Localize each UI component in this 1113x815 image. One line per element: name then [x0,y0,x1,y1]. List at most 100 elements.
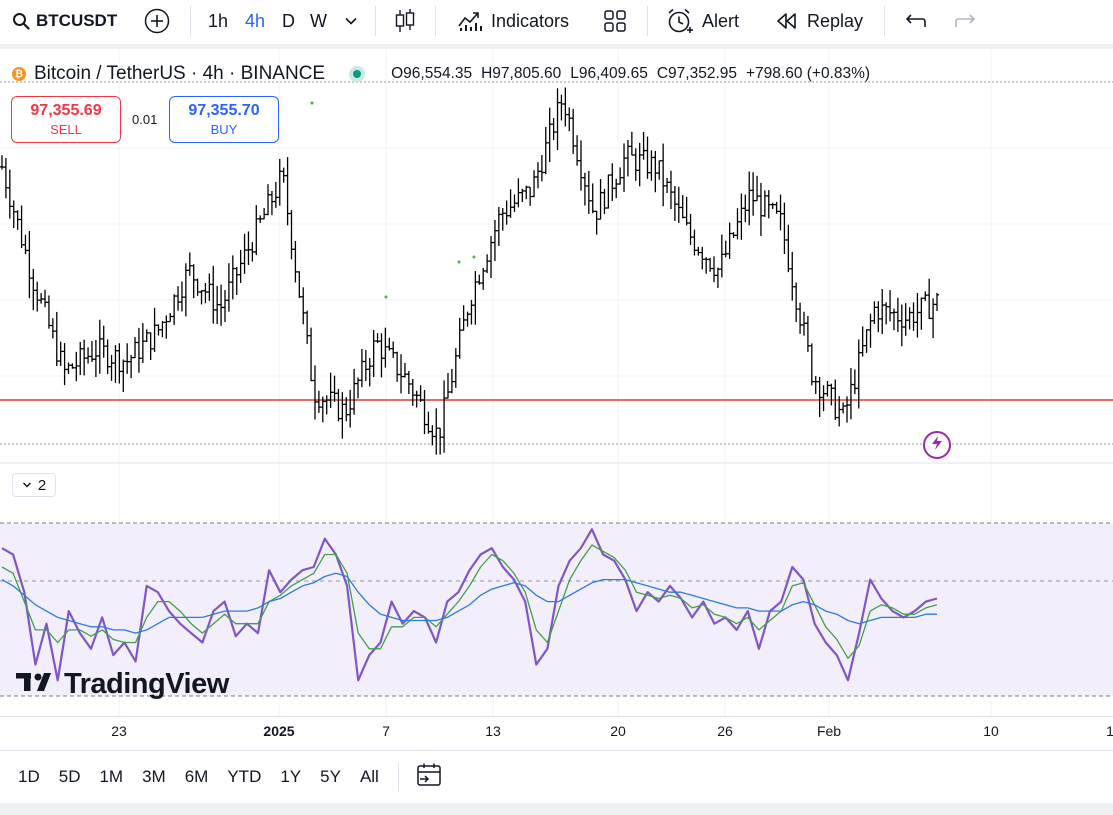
ohlc-bar [805,315,810,352]
ohlc-bar [891,308,896,331]
templates-button[interactable] [603,0,627,42]
range-1m-button[interactable]: 1M [99,767,124,786]
ohlc-bar [379,333,384,378]
ohlc-bar [269,190,274,216]
ohlc-bar [758,182,763,236]
ohlc-bar [774,201,779,214]
redo-button[interactable] [955,0,977,42]
ohlc-bar [50,318,55,339]
watermark-text: TradingView [64,668,229,700]
go-to-date-button[interactable] [415,762,443,793]
ohlc-bar [195,278,200,296]
range-3m-button[interactable]: 3M [142,767,166,786]
ohlc-bar [7,169,12,219]
buy-button[interactable]: 97,355.70 BUY [169,96,279,143]
ohlc-bar [692,229,697,256]
ohlc-bar [445,373,450,399]
ohlc-bar [86,347,91,364]
ohlc-bar [453,348,458,388]
ohlc-bar [708,257,713,272]
chevron-down-icon [344,14,358,28]
ohlc-bar [637,142,642,187]
ohlc-bar [199,290,204,305]
market-open-status-icon[interactable] [349,66,366,82]
ohlc-bar [551,117,556,141]
ohlc-bar [262,207,267,220]
ohlc-bar [735,208,740,240]
undo-button[interactable] [904,0,926,42]
timeframe-d[interactable]: D [282,10,295,31]
ohlc-bar [148,332,153,360]
timeframe-4h[interactable]: 4h [245,10,266,31]
add-symbol-button[interactable] [144,0,170,42]
range-1d-button[interactable]: 1D [18,767,40,786]
ohlc-bar [58,341,63,366]
ohlc-bar [371,330,376,378]
ohlc-bar [770,202,775,210]
indicators-label: Indicators [491,10,570,31]
ohlc-bar [395,351,400,382]
ohlc-bar [829,383,834,406]
ohlc-bar [481,267,486,290]
range-all-button[interactable]: All [359,767,379,786]
tradingview-watermark[interactable]: TradingView [16,668,229,701]
ohlc-bar [492,219,497,262]
ohlc-bar [602,188,607,215]
replay-button[interactable]: Replay [775,0,863,42]
time-axis[interactable]: 23 2025 7 13 20 26 Feb 10 1 [0,716,1113,746]
ohlc-bar [254,205,259,256]
ohlc-bar [356,377,361,399]
ohlc-bar [731,232,736,238]
sell-button[interactable]: 97,355.69 SELL [11,96,121,143]
ohlc-bar [344,397,349,422]
ohlc-close: C97,352.95 [656,65,737,82]
ohlc-bar [563,87,568,127]
legend-title[interactable]: Bitcoin / TetherUS · 4h · BINANCE [34,63,326,84]
ohlc-bar [801,311,806,336]
ohlc-bar [841,402,846,414]
range-6m-button[interactable]: 6M [184,767,209,786]
ohlc-bar [520,188,525,203]
ohlc-bar [575,135,580,166]
indicators-button[interactable]: Indicators [457,0,569,42]
symbol-search-button[interactable]: BTCUSDT [12,0,117,42]
timeframe-w[interactable]: W [310,10,327,31]
ohlc-bar [399,354,404,394]
chart-type-button[interactable] [394,0,416,42]
ohlc-bar [872,301,877,325]
ohlc-bar [426,411,431,434]
ohlc-bar [876,301,881,333]
ohlc-bar [469,299,474,325]
ohlc-bar [250,242,255,262]
ohlc-bar [226,263,231,312]
ohlc-bar [935,292,939,311]
ohlc-bar [105,339,110,375]
ohlc-bar [672,185,677,221]
ohlc-bar [39,293,44,304]
alert-button[interactable]: Alert [666,0,739,42]
ohlc-bar [136,327,141,373]
ohlc-values: O96,554.35 H97,805.60 L96,409.65 C97,352… [391,65,870,83]
ohlc-bar [172,294,177,325]
top-toolbar: BTCUSDT 1h 4h D W Indicators Alert [0,0,1113,42]
ohlc-bar [352,368,357,415]
range-1y-button[interactable]: 1Y [280,767,302,786]
ohlc-bar [825,380,830,397]
alert-icon [666,7,694,35]
chart-canvas[interactable] [0,49,1113,716]
ohlc-bar [305,310,310,345]
ohlc-bar [927,278,932,320]
range-5d-button[interactable]: 5D [58,767,81,786]
lightning-button[interactable] [923,431,951,459]
indicator-collapse-button[interactable]: 2 [12,473,56,497]
timeframe-1h[interactable]: 1h [208,10,229,31]
ohlc-bar [383,327,388,368]
range-ytd-button[interactable]: YTD [227,767,262,786]
timeframe-menu-button[interactable] [344,0,358,42]
ohlc-bar [74,351,79,382]
rsi-line [1,528,938,682]
range-5y-button[interactable]: 5Y [320,767,341,786]
ohlc-bar [559,94,564,121]
ohlc-bar [332,375,337,402]
ohlc-bar [567,107,572,132]
